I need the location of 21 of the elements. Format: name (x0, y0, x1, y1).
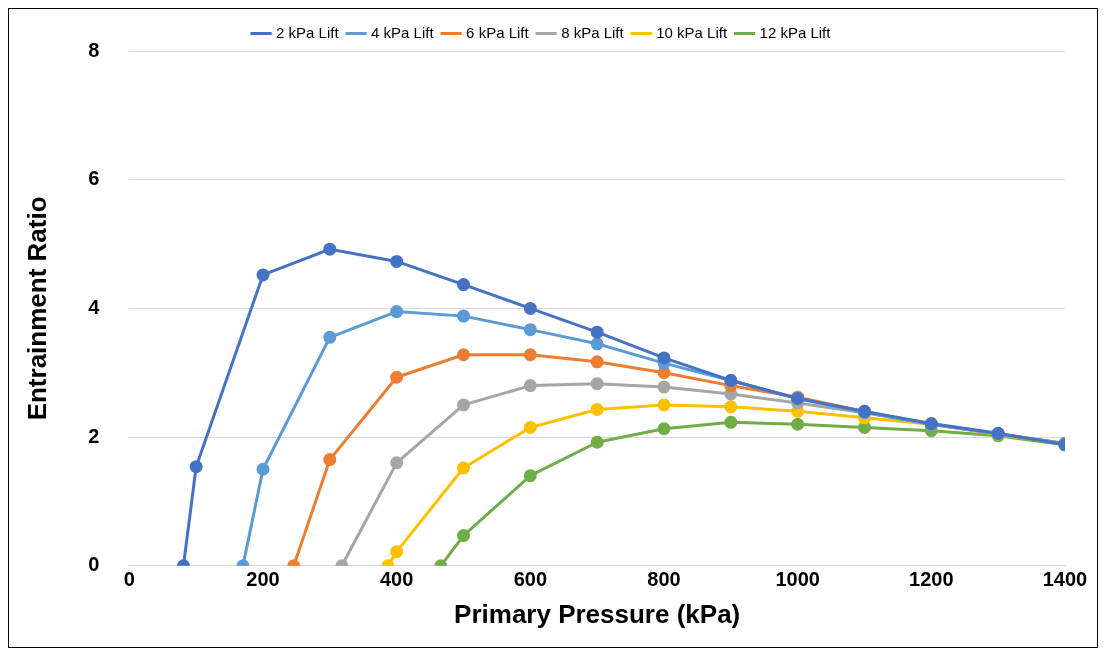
y-axis-title: Entrainment Ratio (21, 196, 52, 421)
x-tick-label: 800 (647, 568, 681, 591)
x-tick-label: 200 (246, 568, 280, 591)
x-tick-label: 1000 (775, 568, 820, 591)
x-tick-label: 600 (513, 568, 548, 591)
x-tick-label: 400 (379, 568, 414, 591)
y-tick-label: 2 (88, 424, 100, 447)
legend-label: 8 kPa Lift (561, 23, 625, 41)
y-tick-label: 0 (88, 553, 100, 576)
legend-label: 4 kPa Lift (371, 23, 435, 41)
x-tick-label: 1200 (909, 568, 954, 591)
y-tick-label: 4 (88, 295, 101, 318)
y-tick-label: 8 (88, 38, 100, 61)
legend-label: 6 kPa Lift (466, 23, 530, 41)
y-tick-label: 6 (88, 167, 100, 190)
x-tick-label: 0 (123, 568, 135, 591)
x-axis-title: Primary Pressure (kPa) (454, 598, 741, 629)
legend-label: 2 kPa Lift (276, 23, 340, 41)
legend-label: 12 kPa Lift (759, 23, 832, 41)
legend-label: 10 kPa Lift (656, 23, 728, 41)
x-tick-label: 1400 (1042, 568, 1088, 591)
